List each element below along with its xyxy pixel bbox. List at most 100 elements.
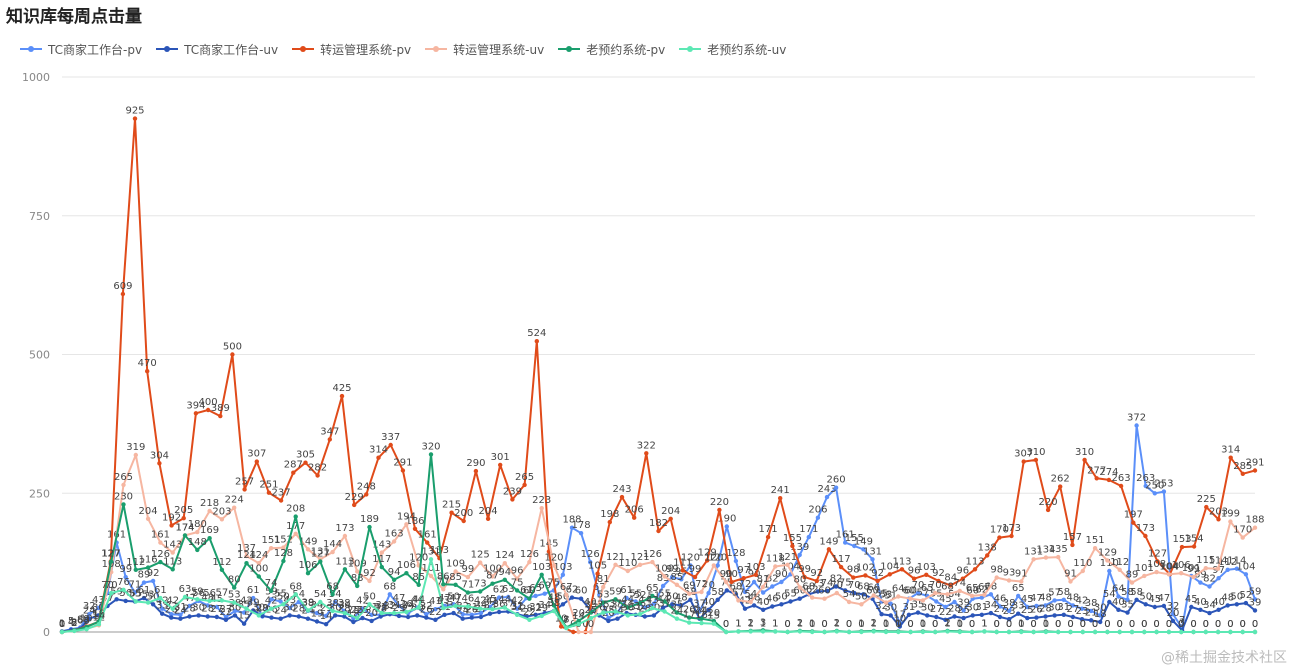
- data-point[interactable]: [433, 617, 438, 622]
- data-point[interactable]: [424, 612, 429, 617]
- data-point[interactable]: [502, 561, 507, 566]
- data-point[interactable]: [824, 588, 830, 594]
- data-point[interactable]: [323, 622, 329, 627]
- data-point[interactable]: [843, 540, 848, 545]
- data-point[interactable]: [994, 629, 999, 635]
- data-point[interactable]: [232, 608, 238, 614]
- data-point[interactable]: [1021, 459, 1026, 464]
- data-point[interactable]: [416, 605, 421, 610]
- data-point[interactable]: [178, 616, 183, 621]
- data-point[interactable]: [810, 595, 815, 600]
- data-point[interactable]: [1134, 597, 1139, 602]
- data-point[interactable]: [692, 574, 698, 580]
- data-point[interactable]: [87, 616, 92, 621]
- data-point[interactable]: [533, 612, 538, 617]
- data-point[interactable]: [660, 605, 666, 610]
- data-point[interactable]: [1080, 568, 1086, 574]
- data-point[interactable]: [1228, 455, 1233, 460]
- data-point[interactable]: [193, 411, 199, 416]
- data-point[interactable]: [133, 599, 138, 604]
- data-point[interactable]: [785, 629, 790, 635]
- data-point[interactable]: [569, 595, 575, 600]
- data-point[interactable]: [1203, 566, 1209, 571]
- data-point[interactable]: [514, 612, 520, 617]
- data-point[interactable]: [256, 574, 261, 579]
- data-point[interactable]: [1061, 597, 1067, 602]
- data-point[interactable]: [760, 584, 766, 590]
- data-point[interactable]: [281, 602, 286, 607]
- data-point[interactable]: [145, 600, 151, 605]
- data-point[interactable]: [899, 567, 905, 572]
- data-point[interactable]: [1179, 629, 1184, 635]
- data-point[interactable]: [181, 516, 186, 521]
- data-point[interactable]: [896, 629, 901, 635]
- data-point[interactable]: [1098, 619, 1103, 625]
- data-point[interactable]: [96, 622, 102, 627]
- data-point[interactable]: [1152, 604, 1158, 610]
- data-point[interactable]: [997, 614, 1003, 620]
- data-point[interactable]: [1056, 629, 1061, 635]
- data-point[interactable]: [1252, 525, 1258, 530]
- data-point[interactable]: [879, 612, 884, 617]
- data-point[interactable]: [1228, 629, 1233, 635]
- data-point[interactable]: [114, 597, 119, 602]
- data-point[interactable]: [1052, 598, 1057, 603]
- data-point[interactable]: [997, 535, 1002, 540]
- data-point[interactable]: [360, 615, 365, 621]
- data-point[interactable]: [1116, 607, 1121, 612]
- data-point[interactable]: [256, 613, 261, 618]
- data-point[interactable]: [711, 621, 716, 626]
- data-point[interactable]: [1225, 603, 1230, 608]
- data-point[interactable]: [651, 613, 657, 618]
- data-point[interactable]: [1179, 544, 1185, 550]
- data-point[interactable]: [1094, 476, 1099, 481]
- data-point[interactable]: [751, 579, 757, 585]
- data-point[interactable]: [724, 588, 729, 593]
- data-point[interactable]: [485, 516, 491, 521]
- data-point[interactable]: [232, 505, 237, 510]
- data-point[interactable]: [1143, 483, 1148, 489]
- data-point[interactable]: [822, 596, 827, 601]
- data-point[interactable]: [576, 629, 581, 635]
- data-point[interactable]: [1043, 629, 1049, 635]
- data-point[interactable]: [779, 602, 784, 607]
- data-point[interactable]: [1203, 629, 1209, 635]
- data-point[interactable]: [109, 559, 114, 564]
- data-point[interactable]: [1105, 629, 1110, 635]
- data-point[interactable]: [1117, 567, 1122, 572]
- data-point[interactable]: [207, 536, 212, 541]
- data-point[interactable]: [770, 584, 775, 589]
- data-point[interactable]: [1006, 617, 1012, 622]
- data-point[interactable]: [943, 617, 948, 622]
- data-point[interactable]: [826, 547, 832, 552]
- data-point[interactable]: [1131, 520, 1136, 525]
- data-point[interactable]: [205, 603, 210, 608]
- data-point[interactable]: [773, 629, 778, 634]
- data-point[interactable]: [441, 582, 446, 587]
- data-point[interactable]: [404, 571, 409, 576]
- data-point[interactable]: [214, 614, 219, 620]
- data-point[interactable]: [1125, 597, 1130, 602]
- data-point[interactable]: [662, 574, 667, 579]
- data-point[interactable]: [1068, 579, 1073, 584]
- data-point[interactable]: [651, 601, 657, 606]
- data-point[interactable]: [1161, 603, 1167, 609]
- data-point[interactable]: [490, 607, 495, 612]
- data-point[interactable]: [333, 599, 338, 605]
- data-point[interactable]: [1154, 569, 1159, 575]
- data-point[interactable]: [588, 559, 593, 565]
- data-point[interactable]: [254, 459, 259, 464]
- data-point[interactable]: [569, 525, 575, 530]
- data-point[interactable]: [1198, 580, 1203, 585]
- data-point[interactable]: [478, 589, 483, 594]
- data-point[interactable]: [1152, 491, 1158, 496]
- data-point[interactable]: [748, 599, 753, 605]
- data-point[interactable]: [141, 580, 147, 585]
- data-point[interactable]: [1082, 457, 1087, 463]
- data-point[interactable]: [314, 619, 320, 624]
- data-point[interactable]: [269, 597, 274, 602]
- data-point[interactable]: [560, 572, 566, 577]
- data-point[interactable]: [982, 629, 987, 634]
- data-point[interactable]: [120, 291, 126, 297]
- data-point[interactable]: [460, 616, 465, 621]
